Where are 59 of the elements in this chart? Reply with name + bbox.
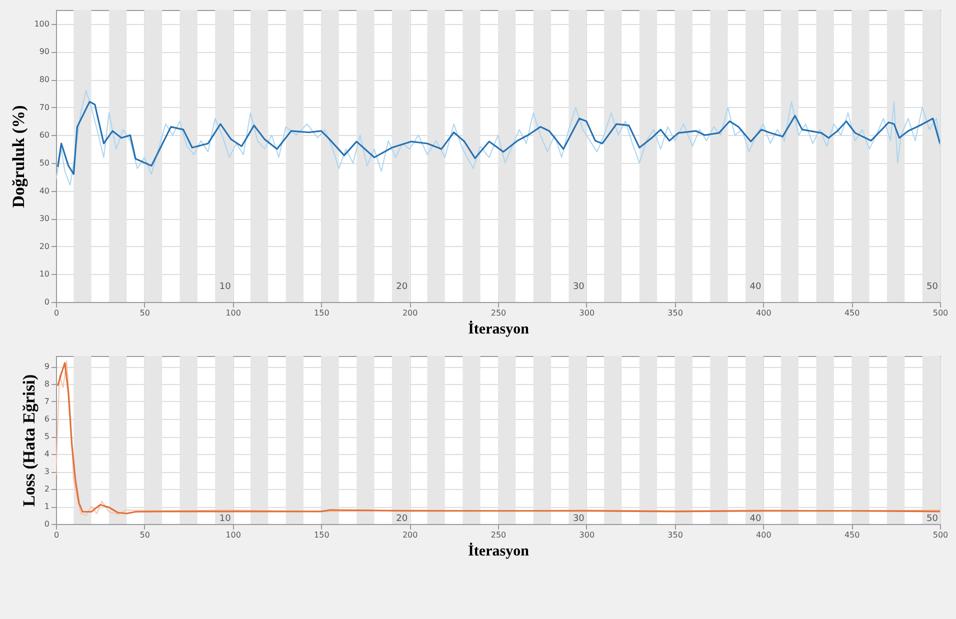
y-axis-title: Loss (Hata Eğrisi) (19, 374, 38, 507)
annotation: 30 (572, 282, 585, 292)
y-tick-label: 5 (44, 432, 50, 441)
y-tick-label: 30 (39, 214, 50, 224)
x-tick-label: 100 (226, 308, 241, 318)
y-tick-label: 10 (39, 270, 50, 279)
x-tick-label: 350 (668, 530, 683, 540)
x-tick-label: 0 (54, 308, 60, 318)
y-tick-label: 4 (44, 450, 50, 458)
y-tick-label: 8 (44, 380, 50, 388)
x-tick-label: 250 (490, 530, 506, 540)
y-tick-label: 70 (39, 102, 50, 112)
y-tick-label: 0 (44, 520, 50, 528)
line-series (56, 100, 940, 175)
x-tick-label: 50 (140, 308, 150, 318)
y-tick-label: 80 (39, 75, 50, 84)
y-tick-label: 20 (39, 242, 50, 251)
y-tick-label: 7 (44, 397, 50, 406)
annotation: 10 (219, 514, 232, 524)
x-tick-label: 400 (756, 530, 772, 540)
x-tick-label: 200 (402, 530, 418, 540)
y-tick-label: 50 (39, 158, 50, 168)
x-tick-label: 50 (140, 530, 150, 540)
y-tick-label: 100 (34, 19, 50, 28)
x-tick-label: 450 (844, 308, 860, 318)
y-tick-label: 60 (39, 130, 50, 140)
x-tick-label: 150 (314, 308, 330, 318)
annotation: 50 (926, 514, 938, 524)
x-tick-label: 150 (314, 530, 330, 540)
x-tick-label: 200 (402, 308, 418, 318)
x-tick-label: 500 (932, 308, 948, 318)
x-tick-label: 450 (844, 530, 860, 540)
y-tick-label: 9 (44, 362, 50, 371)
annotation: 30 (572, 514, 585, 524)
y-tick-label: 6 (44, 414, 50, 424)
y-tick-label: 1 (44, 502, 50, 511)
y-tick-label: 90 (39, 47, 50, 56)
x-tick-label: 0 (54, 530, 60, 540)
annotation: 40 (750, 514, 762, 524)
y-tick-label: 3 (44, 467, 50, 476)
annotation: 50 (926, 282, 938, 292)
annotation: 20 (396, 514, 408, 524)
x-tick-label: 300 (579, 530, 595, 540)
x-tick-label: 300 (579, 308, 595, 318)
y-tick-label: 0 (44, 298, 50, 306)
y-tick-label: 2 (44, 484, 50, 494)
x-tick-label: 350 (668, 308, 683, 318)
y-axis-title: Doğruluk (%) (9, 105, 28, 208)
annotation: 20 (396, 282, 408, 292)
annotation: 40 (750, 282, 762, 292)
x-tick-label: 100 (226, 530, 241, 540)
x-tick-label: 400 (756, 308, 772, 318)
line-series (56, 90, 940, 186)
x-tick-label: 250 (490, 308, 506, 318)
annotation: 10 (219, 282, 232, 292)
x-axis-title: İterasyon (468, 542, 530, 560)
x-axis-title: İterasyon (468, 320, 530, 338)
x-tick-label: 500 (932, 530, 948, 540)
y-tick-label: 40 (39, 186, 50, 196)
